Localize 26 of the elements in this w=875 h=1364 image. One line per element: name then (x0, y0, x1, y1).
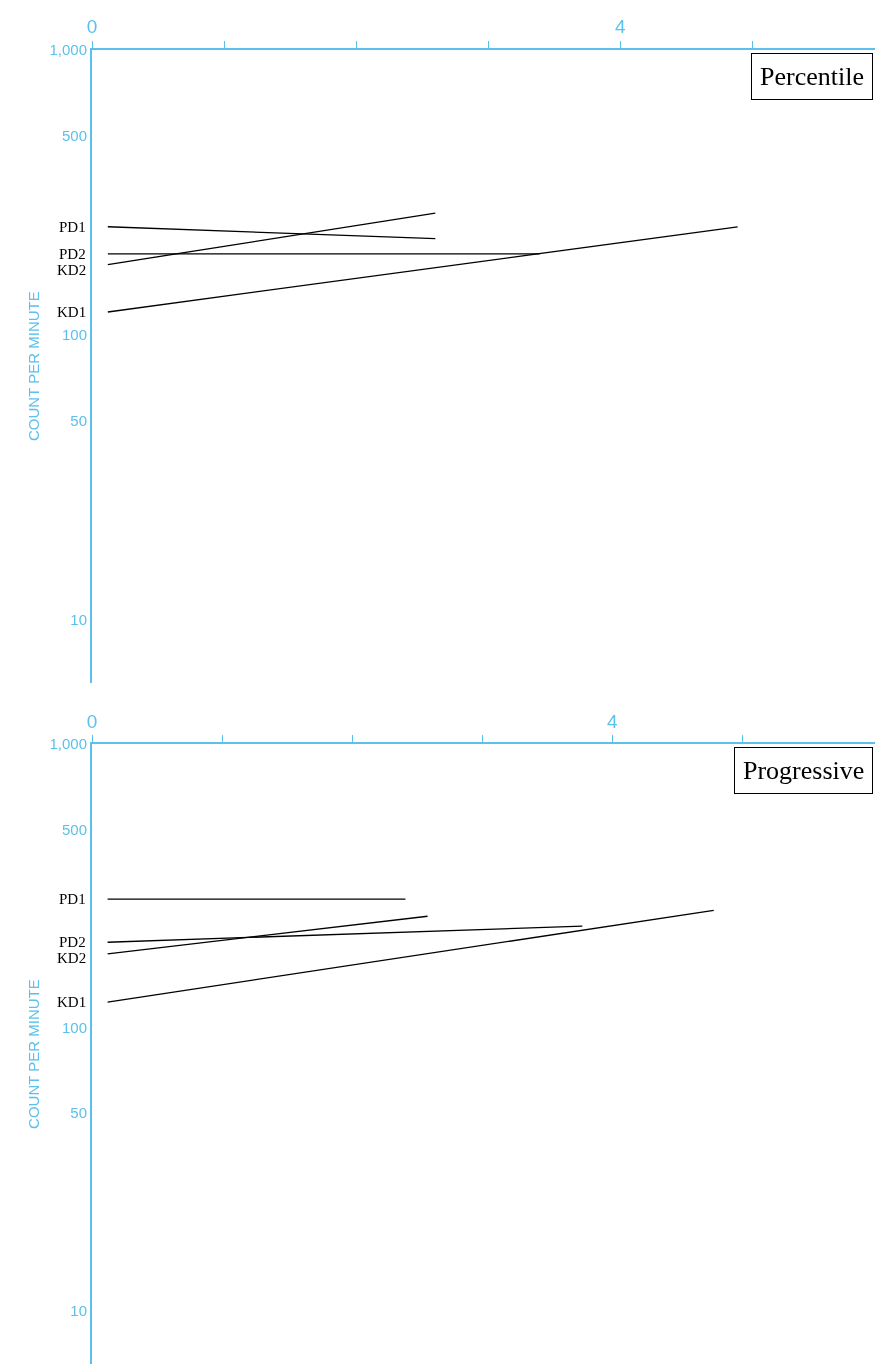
x-tick-label: 4 (614, 16, 626, 38)
y-tick-label: 100 (61, 1018, 87, 1036)
x-tick-label: 4 (606, 710, 618, 732)
y-tick-label: 10 (70, 610, 87, 628)
series-label: KD2 (57, 950, 87, 966)
series-label: PD1 (59, 219, 86, 235)
series-label: KD1 (57, 304, 87, 320)
series-label: PD1 (59, 891, 86, 907)
y-tick-label: 500 (61, 126, 87, 144)
y-tick-label: 1,000 (49, 40, 87, 58)
y-tick-label: 50 (70, 1104, 87, 1122)
y-axis-title: COUNT PER MINUTE (25, 979, 43, 1129)
y-tick-label: 100 (61, 325, 87, 343)
x-tick-label: 0 (86, 710, 98, 732)
series-label: KD1 (57, 994, 87, 1010)
y-tick-label: 500 (61, 820, 87, 838)
annotation: Progressive (743, 756, 865, 785)
y-tick-label: 1,000 (49, 735, 87, 753)
series-label: KD2 (57, 262, 87, 278)
series-label: PD2 (59, 246, 86, 262)
series-label: PD2 (59, 934, 86, 950)
y-tick-label: 50 (70, 411, 87, 429)
y-axis-title: COUNT PER MINUTE (25, 291, 43, 441)
annotation: Percentile (760, 62, 864, 91)
x-tick-label: 0 (86, 16, 98, 38)
y-tick-label: 10 (70, 1302, 87, 1320)
